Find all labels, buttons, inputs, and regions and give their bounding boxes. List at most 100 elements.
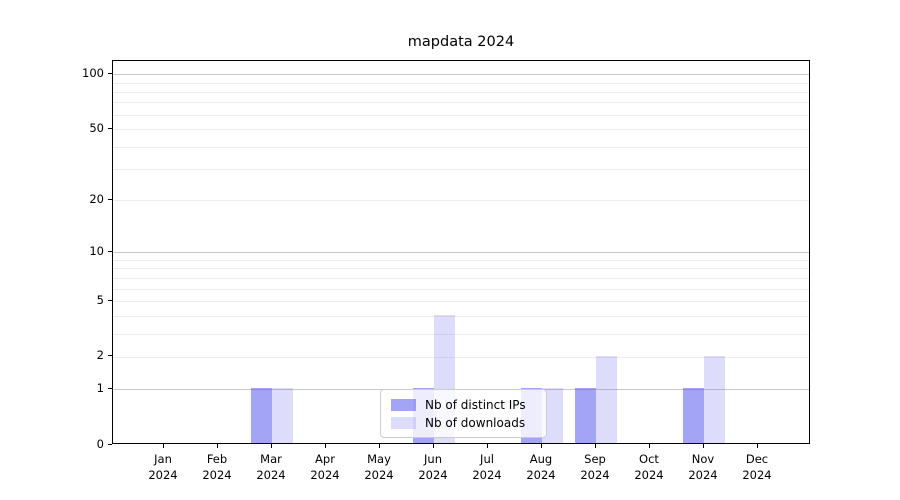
legend: Nb of distinct IPs Nb of downloads [380, 389, 547, 438]
minor-gridline [113, 277, 809, 279]
x-tick-label-year: 2024 [202, 468, 232, 482]
x-tick-label-month: Apr [315, 452, 335, 466]
minor-gridline [113, 315, 809, 317]
bars-layer [113, 61, 809, 443]
y-tick-mark [108, 198, 112, 201]
x-tick-label-year: 2024 [364, 468, 394, 482]
x-tick-mark [432, 444, 434, 448]
x-tick-label-month: Dec [745, 452, 769, 466]
minor-gridline [113, 146, 809, 148]
x-tick-label-month: Sep [584, 452, 606, 466]
x-tick-mark [702, 444, 704, 448]
plot-area [112, 60, 810, 444]
x-tick-mark [648, 444, 650, 448]
y-tick-mark [108, 72, 112, 74]
x-tick-label-month: Jan [154, 452, 172, 466]
x-tick-label: May 2024 [349, 451, 409, 483]
y-tick-label: 5 [96, 292, 104, 307]
x-tick-label-year: 2024 [634, 468, 664, 482]
y-tick-label: 50 [89, 120, 104, 135]
x-tick-label-month: Mar [260, 452, 282, 466]
bar-distinct-ips-nov [683, 388, 704, 443]
x-tick-label-month: Jul [480, 452, 494, 466]
legend-item-downloads: Nb of downloads [391, 416, 546, 430]
x-tick-label: Nov 2024 [673, 451, 733, 483]
bar-downloads-aug [542, 388, 563, 443]
x-tick-label: Dec 2024 [727, 451, 787, 483]
minor-gridline [113, 82, 809, 84]
minor-gridline [113, 129, 809, 131]
y-tick-mark [108, 127, 112, 129]
x-tick-label: Jan 2024 [133, 451, 193, 483]
y-tick-mark [108, 443, 112, 445]
x-tick-mark [162, 444, 164, 448]
x-tick-label: Jun 2024 [403, 451, 463, 483]
x-tick-label: Mar 2024 [241, 451, 301, 483]
x-tick-label: Feb 2024 [187, 451, 247, 483]
bar-downloads-mar [272, 388, 293, 443]
bar-downloads-nov [704, 355, 725, 443]
x-tick-label-year: 2024 [256, 468, 286, 482]
minor-gridline [113, 268, 809, 270]
x-tick-label-month: Jun [424, 452, 442, 466]
x-tick-label-month: Feb [206, 452, 228, 466]
x-tick-label-month: Oct [639, 452, 659, 466]
x-tick-label-year: 2024 [310, 468, 340, 482]
minor-gridline [113, 91, 809, 93]
y-tick-label: 20 [89, 191, 104, 206]
x-tick-label: Oct 2024 [619, 451, 679, 483]
x-tick-label: Jul 2024 [457, 451, 517, 483]
x-tick-label-year: 2024 [472, 468, 502, 482]
chart-title: mapdata 2024 [407, 34, 515, 50]
x-tick-mark [540, 444, 542, 448]
x-tick-label-year: 2024 [580, 468, 610, 482]
y-tick-mark [108, 355, 112, 357]
y-tick-label: 0 [96, 436, 104, 451]
legend-label-downloads: Nb of downloads [425, 415, 526, 430]
minor-gridline [113, 301, 809, 303]
x-tick-mark [486, 444, 488, 448]
minor-gridline [113, 333, 809, 335]
y-tick-label: 2 [96, 348, 104, 363]
x-tick-label-month: Nov [691, 452, 715, 466]
legend-label-distinct-ips: Nb of distinct IPs [425, 397, 526, 412]
y-tick-label: 10 [89, 243, 104, 258]
x-tick-mark [270, 444, 272, 448]
legend-swatch-distinct-ips-icon [391, 398, 416, 411]
minor-gridline [113, 200, 809, 202]
x-tick-label-month: May [367, 452, 391, 466]
minor-gridline [113, 169, 809, 171]
minor-gridline [113, 356, 809, 358]
y-tick-label: 100 [82, 65, 104, 80]
bar-distinct-ips-mar [251, 388, 272, 443]
minor-gridline [113, 114, 809, 116]
bar-distinct-ips-sep [575, 388, 596, 443]
x-tick-label-year: 2024 [688, 468, 718, 482]
legend-swatch-downloads-icon [391, 416, 416, 429]
y-tick-mark [108, 250, 112, 253]
x-tick-label: Apr 2024 [295, 451, 355, 483]
x-tick-mark [324, 444, 326, 448]
x-tick-label-year: 2024 [742, 468, 772, 482]
minor-gridline [113, 288, 809, 290]
y-tick-mark [108, 299, 112, 301]
x-tick-label-year: 2024 [418, 468, 448, 482]
x-tick-label: Aug 2024 [511, 451, 571, 483]
bar-downloads-sep [596, 355, 617, 443]
minor-gridline [113, 102, 809, 104]
y-tick-mark [108, 387, 112, 389]
y-tick-label: 1 [96, 380, 104, 395]
x-tick-label-year: 2024 [526, 468, 556, 482]
x-tick-label: Sep 2024 [565, 451, 625, 483]
x-tick-label-month: Aug [529, 452, 553, 466]
x-tick-mark [216, 444, 218, 448]
x-tick-mark [756, 444, 758, 448]
major-gridline [113, 252, 809, 254]
major-gridline [113, 74, 809, 76]
x-tick-mark [378, 444, 380, 448]
legend-item-distinct-ips: Nb of distinct IPs [391, 398, 546, 412]
x-tick-label-year: 2024 [148, 468, 178, 482]
x-tick-mark [594, 444, 596, 448]
minor-gridline [113, 259, 809, 261]
